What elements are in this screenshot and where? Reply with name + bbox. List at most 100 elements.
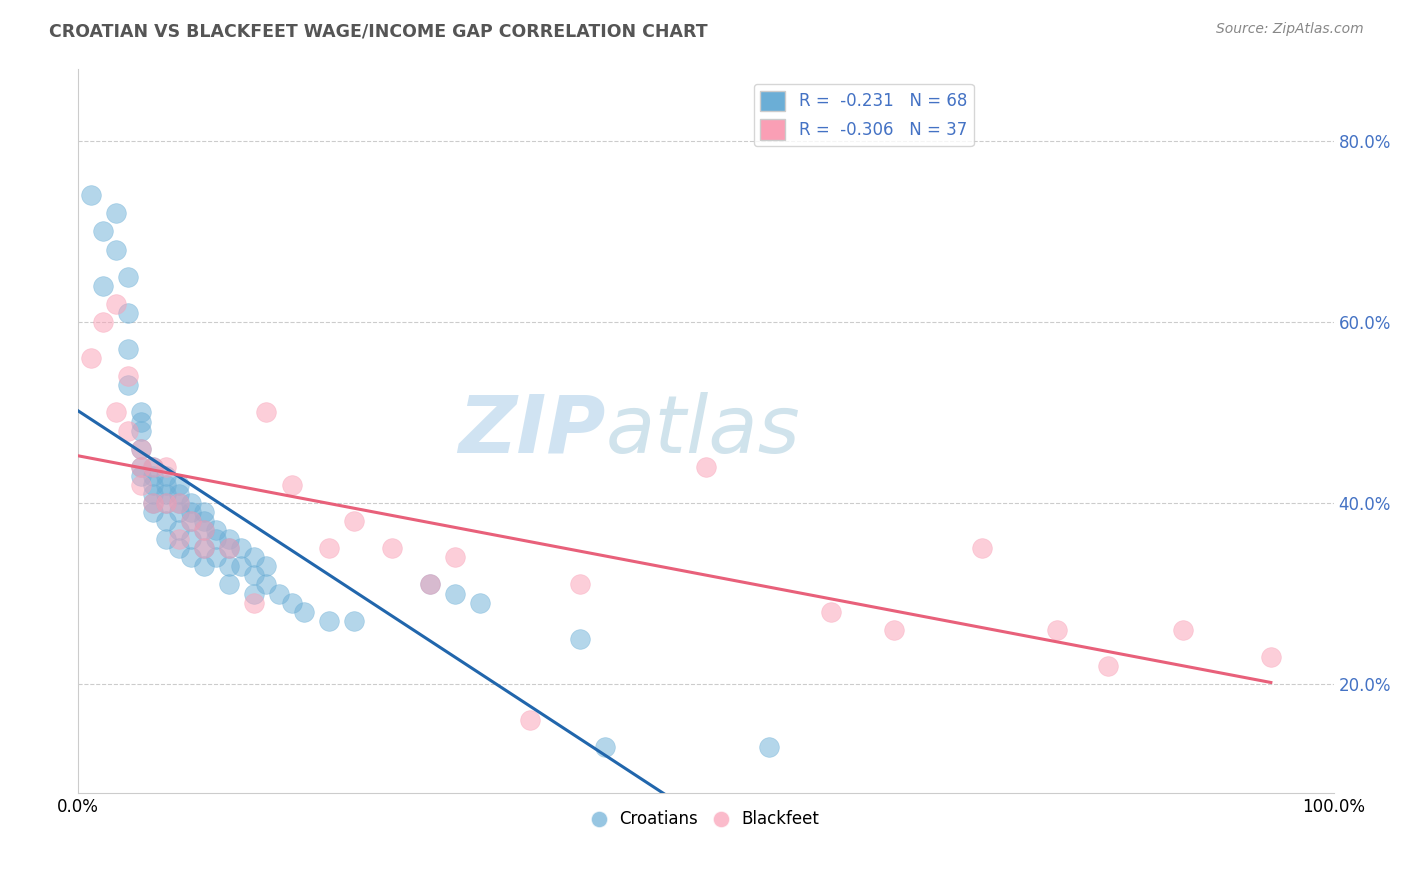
Point <box>155 496 177 510</box>
Point <box>443 586 465 600</box>
Point <box>758 740 780 755</box>
Point <box>218 541 240 556</box>
Point <box>205 550 228 565</box>
Point <box>129 415 152 429</box>
Point <box>193 541 215 556</box>
Point <box>142 459 165 474</box>
Point <box>292 605 315 619</box>
Point <box>243 568 266 582</box>
Point <box>1260 649 1282 664</box>
Text: ZIP: ZIP <box>458 392 606 469</box>
Point <box>167 487 190 501</box>
Point <box>595 740 617 755</box>
Point <box>180 532 202 546</box>
Point <box>129 468 152 483</box>
Point <box>129 478 152 492</box>
Point <box>180 514 202 528</box>
Point <box>193 559 215 574</box>
Text: Source: ZipAtlas.com: Source: ZipAtlas.com <box>1216 22 1364 37</box>
Point <box>231 559 253 574</box>
Point <box>167 478 190 492</box>
Text: CROATIAN VS BLACKFEET WAGE/INCOME GAP CORRELATION CHART: CROATIAN VS BLACKFEET WAGE/INCOME GAP CO… <box>49 22 707 40</box>
Point <box>243 596 266 610</box>
Point <box>155 487 177 501</box>
Point <box>91 278 114 293</box>
Point <box>117 342 139 356</box>
Point <box>142 478 165 492</box>
Point <box>468 596 491 610</box>
Point <box>180 496 202 510</box>
Point <box>155 514 177 528</box>
Point <box>117 269 139 284</box>
Point <box>104 405 127 419</box>
Point <box>129 442 152 456</box>
Point <box>180 550 202 565</box>
Text: atlas: atlas <box>606 392 800 469</box>
Point <box>381 541 404 556</box>
Point <box>104 297 127 311</box>
Point <box>972 541 994 556</box>
Point <box>256 577 278 591</box>
Point <box>142 496 165 510</box>
Point <box>218 577 240 591</box>
Point <box>205 523 228 537</box>
Point <box>193 523 215 537</box>
Point <box>883 623 905 637</box>
Point <box>180 514 202 528</box>
Point <box>267 586 290 600</box>
Point <box>155 496 177 510</box>
Point <box>193 514 215 528</box>
Legend: Croatians, Blackfeet: Croatians, Blackfeet <box>586 804 825 835</box>
Point <box>142 459 165 474</box>
Point <box>180 505 202 519</box>
Point <box>1097 659 1119 673</box>
Point <box>256 559 278 574</box>
Point <box>155 532 177 546</box>
Point <box>231 541 253 556</box>
Point <box>117 424 139 438</box>
Point <box>79 188 101 202</box>
Point <box>91 315 114 329</box>
Point <box>167 532 190 546</box>
Point <box>193 505 215 519</box>
Point <box>205 532 228 546</box>
Point <box>142 505 165 519</box>
Point <box>1046 623 1069 637</box>
Point <box>318 614 340 628</box>
Point <box>167 541 190 556</box>
Point <box>1171 623 1194 637</box>
Point <box>167 505 190 519</box>
Point <box>167 496 190 510</box>
Point <box>519 713 541 727</box>
Point <box>569 577 592 591</box>
Point <box>419 577 441 591</box>
Point <box>104 243 127 257</box>
Point <box>155 468 177 483</box>
Point <box>129 405 152 419</box>
Point <box>218 541 240 556</box>
Point <box>79 351 101 366</box>
Point <box>117 378 139 392</box>
Point <box>117 306 139 320</box>
Point <box>167 523 190 537</box>
Point <box>91 224 114 238</box>
Point <box>117 369 139 384</box>
Point <box>129 424 152 438</box>
Point <box>820 605 842 619</box>
Point <box>167 496 190 510</box>
Point <box>104 206 127 220</box>
Point <box>243 586 266 600</box>
Point <box>695 459 717 474</box>
Point <box>129 459 152 474</box>
Point <box>129 442 152 456</box>
Point <box>193 523 215 537</box>
Point <box>193 541 215 556</box>
Point <box>142 487 165 501</box>
Point <box>129 459 152 474</box>
Point <box>142 468 165 483</box>
Point <box>280 596 302 610</box>
Point <box>443 550 465 565</box>
Point <box>343 514 366 528</box>
Point <box>218 559 240 574</box>
Point <box>155 478 177 492</box>
